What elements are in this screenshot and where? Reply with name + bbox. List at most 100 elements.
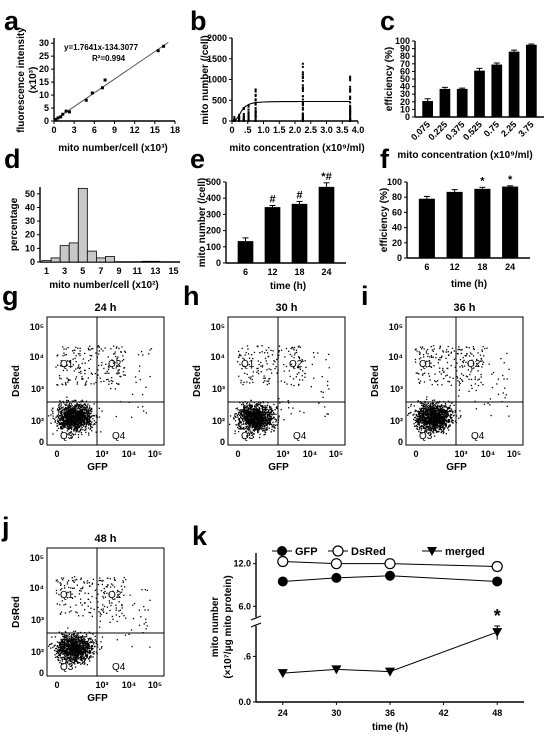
event-dot bbox=[76, 635, 78, 637]
event-dot bbox=[259, 404, 262, 406]
event-dot bbox=[427, 426, 429, 428]
event-dot bbox=[264, 352, 266, 354]
event-dot bbox=[79, 408, 81, 410]
event-dot bbox=[247, 406, 249, 408]
event-dot bbox=[261, 423, 263, 425]
event-dot bbox=[85, 431, 87, 433]
event-dot bbox=[257, 346, 259, 348]
event-dot bbox=[242, 383, 244, 386]
event-dot bbox=[56, 408, 59, 410]
event-dot bbox=[251, 378, 253, 381]
event-dot bbox=[413, 423, 415, 425]
event-dot bbox=[67, 639, 69, 641]
event-dot bbox=[417, 422, 420, 424]
event-dot bbox=[448, 429, 450, 431]
event-dot bbox=[248, 364, 250, 366]
event-dot bbox=[71, 634, 73, 636]
event-dot bbox=[447, 410, 449, 412]
event-dot bbox=[424, 424, 426, 426]
event-dot bbox=[434, 416, 437, 418]
event-dot bbox=[79, 430, 81, 432]
event-dot bbox=[256, 403, 258, 406]
event-dot bbox=[432, 428, 434, 430]
event-dot bbox=[442, 406, 444, 409]
event-dot bbox=[70, 415, 72, 417]
event-dot bbox=[71, 423, 73, 425]
event-dot bbox=[272, 417, 274, 420]
event-dot bbox=[259, 410, 262, 413]
event-dot bbox=[247, 432, 250, 434]
event-dot bbox=[263, 416, 265, 418]
event-dot bbox=[106, 372, 108, 374]
event-dot bbox=[59, 418, 62, 420]
event-dot bbox=[244, 410, 246, 412]
event-dot bbox=[60, 401, 62, 404]
event-dot bbox=[435, 407, 437, 409]
event-dot bbox=[439, 422, 441, 424]
event-dot bbox=[264, 408, 266, 411]
event-dot bbox=[56, 419, 59, 421]
data-point bbox=[349, 85, 352, 88]
event-dot bbox=[257, 426, 259, 429]
event-dot bbox=[76, 409, 78, 411]
event-dot bbox=[73, 416, 75, 419]
event-dot bbox=[268, 347, 270, 349]
event-dot bbox=[266, 383, 268, 386]
event-dot bbox=[437, 362, 439, 364]
x-tick-label: 0 bbox=[51, 125, 56, 135]
event-dot bbox=[91, 355, 93, 357]
event-dot bbox=[259, 426, 261, 428]
event-dot bbox=[259, 411, 261, 413]
event-dot bbox=[98, 346, 100, 348]
event-dot bbox=[89, 407, 91, 409]
event-dot bbox=[81, 378, 83, 380]
event-dot bbox=[64, 408, 66, 410]
event-dot bbox=[426, 429, 428, 431]
event-dot bbox=[246, 419, 248, 421]
event-dot bbox=[109, 609, 111, 612]
event-dot bbox=[94, 423, 96, 425]
event-dot bbox=[302, 370, 304, 372]
event-dot bbox=[91, 415, 93, 417]
event-dot bbox=[440, 415, 442, 417]
event-dot bbox=[415, 418, 418, 420]
y-axis-label-unit: (x10³) bbox=[28, 67, 39, 94]
event-dot bbox=[81, 399, 84, 401]
event-dot bbox=[414, 349, 416, 351]
event-dot bbox=[89, 354, 91, 357]
event-dot bbox=[277, 421, 279, 423]
panel-label: f bbox=[380, 144, 390, 174]
event-dot bbox=[80, 406, 82, 408]
event-dot bbox=[149, 646, 151, 648]
event-dot bbox=[61, 431, 63, 433]
event-dot bbox=[78, 405, 80, 407]
event-dot bbox=[432, 411, 434, 413]
event-dot bbox=[506, 352, 508, 355]
event-dot bbox=[66, 396, 68, 398]
event-dot bbox=[64, 422, 66, 424]
event-dot bbox=[84, 404, 87, 406]
event-dot bbox=[61, 415, 63, 417]
event-dot bbox=[266, 380, 268, 382]
event-dot bbox=[426, 431, 428, 433]
event-dot bbox=[78, 431, 80, 433]
event-dot bbox=[259, 433, 261, 435]
event-dot bbox=[436, 407, 438, 409]
event-dot bbox=[88, 405, 91, 407]
event-dot bbox=[453, 404, 455, 406]
data-point bbox=[254, 109, 257, 112]
event-dot bbox=[431, 425, 434, 427]
event-dot bbox=[445, 417, 447, 419]
event-dot bbox=[251, 431, 253, 433]
event-dot bbox=[442, 426, 444, 428]
event-dot bbox=[266, 424, 269, 426]
event-dot bbox=[419, 422, 421, 424]
event-dot bbox=[52, 646, 54, 649]
event-dot bbox=[254, 409, 256, 411]
event-dot bbox=[68, 402, 71, 405]
event-dot bbox=[255, 424, 257, 426]
event-dot bbox=[436, 417, 438, 420]
event-dot bbox=[58, 422, 60, 425]
data-point bbox=[238, 115, 241, 118]
event-dot bbox=[113, 579, 116, 581]
